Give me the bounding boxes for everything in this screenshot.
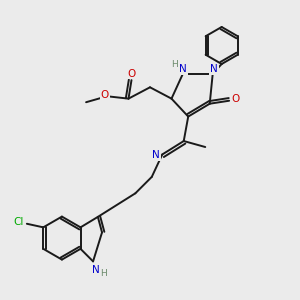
Text: N: N [152,150,160,160]
Text: N: N [179,64,187,74]
Text: H: H [100,269,107,278]
Text: H: H [171,60,178,69]
Text: O: O [232,94,240,104]
Text: N: N [92,265,99,275]
Text: Cl: Cl [13,217,24,227]
Text: O: O [128,69,136,79]
Text: O: O [100,90,109,100]
Text: N: N [210,64,218,74]
